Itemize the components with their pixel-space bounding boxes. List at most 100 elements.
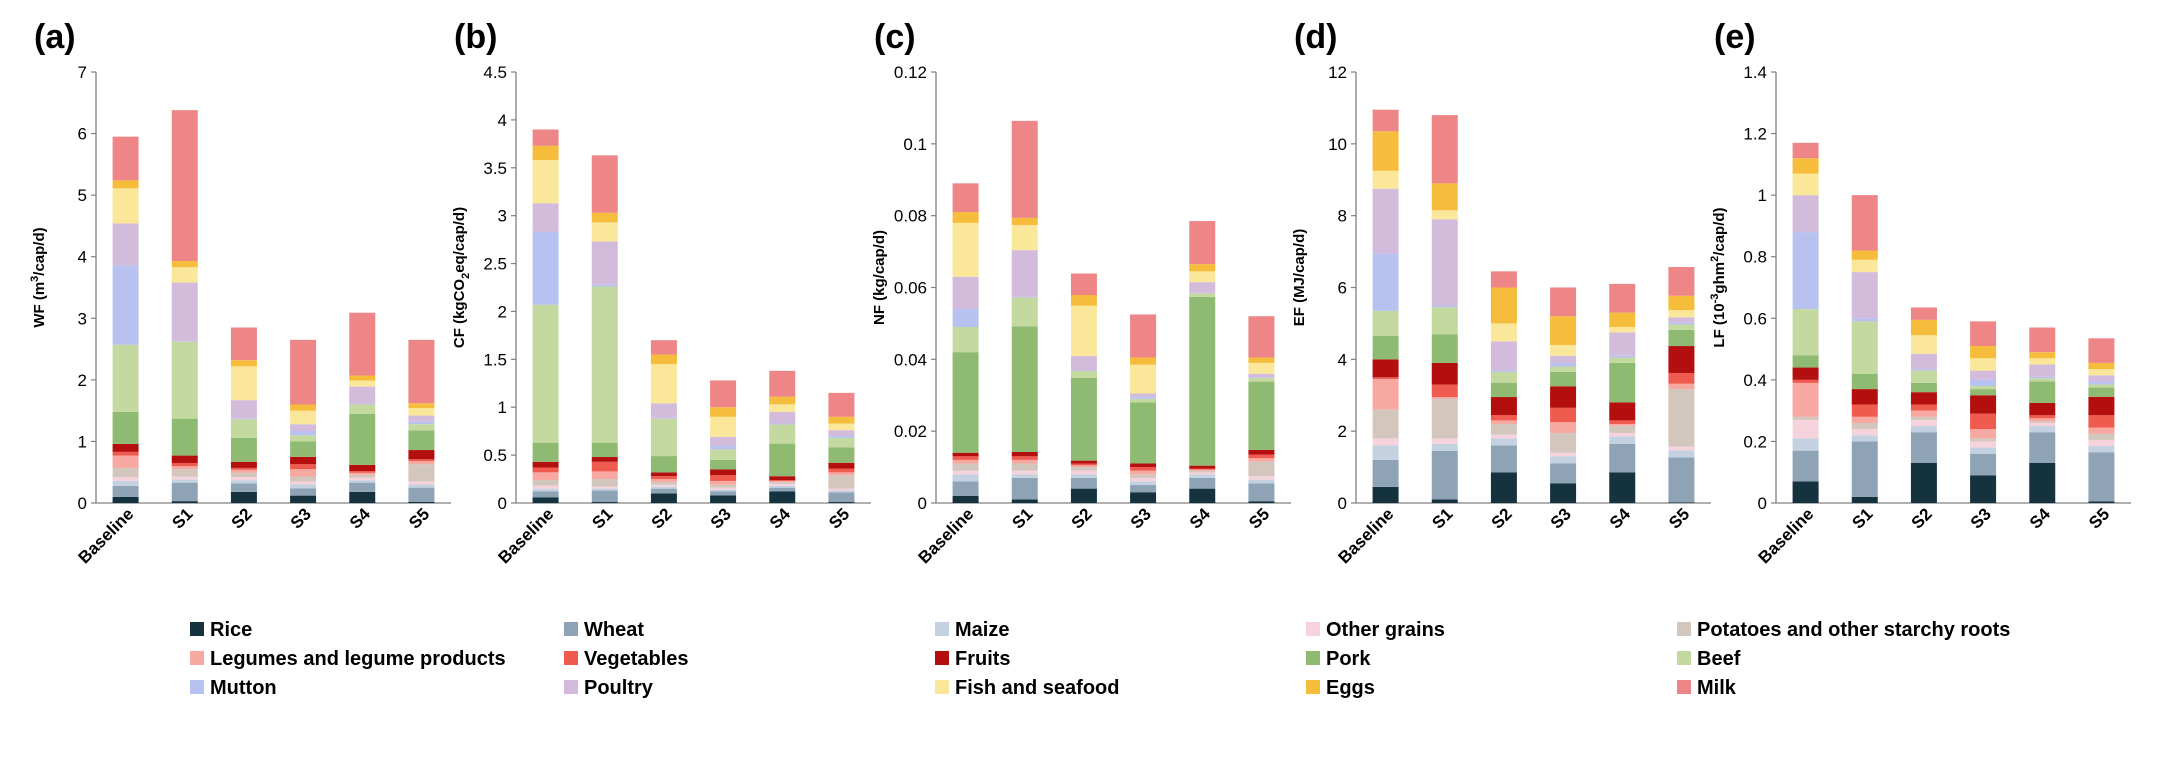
bar-segment-pork xyxy=(1130,402,1157,464)
bar-segment-poultry xyxy=(1070,356,1097,371)
bar-segment-mutton xyxy=(1189,292,1216,294)
bar-segment-rice xyxy=(1970,475,1997,503)
bar-segment-pork xyxy=(1970,389,1997,396)
x-tick-label: S4 xyxy=(1186,504,1215,533)
bar-segment-mutton xyxy=(230,418,257,420)
bar-segment-mutton xyxy=(1970,379,1997,387)
x-tick-label: S3 xyxy=(287,504,315,532)
bar-segment-beef xyxy=(1970,386,1997,390)
bar-segment-wheat xyxy=(828,492,855,503)
panel-letter: (e) xyxy=(1714,18,1756,56)
bar-segment-wheat xyxy=(710,491,737,496)
bar-segment-legumes-and-legume-products xyxy=(532,472,559,481)
bar-segment-legumes-and-legume-products xyxy=(230,469,257,473)
bar-segment-maize xyxy=(769,485,796,488)
bar-segment-potatoes-and-other-starchy-roots xyxy=(1490,423,1517,435)
legend-label: Milk xyxy=(1697,677,1737,699)
bar-segment-mutton xyxy=(650,417,677,419)
bar-segment-rice xyxy=(1189,488,1216,503)
bar-segment-eggs xyxy=(1609,312,1636,328)
y-label-part: 2 xyxy=(1709,256,1721,262)
bar-segment-wheat xyxy=(1431,450,1458,500)
bar-segment-poultry xyxy=(1970,370,1997,380)
bar-segment-beef xyxy=(2029,378,2056,382)
bar-segment-eggs xyxy=(1372,131,1399,171)
bar-segment-beef xyxy=(290,435,317,442)
bar-segment-legumes-and-legume-products xyxy=(1851,416,1878,423)
bar-segment-fish-and-seafood xyxy=(112,188,139,224)
bar-segment-pork xyxy=(1431,334,1458,363)
bar-segment-potatoes-and-other-starchy-roots xyxy=(1609,425,1636,433)
bar-segment-wheat xyxy=(1792,450,1819,482)
bar-segment-vegetables xyxy=(828,468,855,473)
bar-segment-pork xyxy=(1792,355,1819,368)
bar-segment-poultry xyxy=(1248,373,1275,378)
bar-segment-vegetables xyxy=(1189,468,1216,470)
bar-segment-mutton xyxy=(952,309,979,328)
y-tick-label: 3.5 xyxy=(483,159,507,178)
bar-segment-potatoes-and-other-starchy-roots xyxy=(1130,474,1157,478)
legend-swatch xyxy=(190,622,204,636)
bar-segment-maize xyxy=(1851,435,1878,442)
bar-segment-legumes-and-legume-products xyxy=(769,480,796,482)
bar-segment-pork xyxy=(1851,373,1878,390)
bar-segment-wheat xyxy=(1490,445,1517,473)
bar-segment-wheat xyxy=(1248,483,1275,502)
bar-segment-maize xyxy=(1792,438,1819,451)
y-tick-label: 0.8 xyxy=(1743,248,1767,267)
bar-segment-other-grains xyxy=(408,481,435,485)
bar-segment-rice xyxy=(230,491,257,503)
bar-segment-beef xyxy=(828,437,855,448)
y-tick-label: 0.2 xyxy=(1743,432,1767,451)
bar-segment-legumes-and-legume-products xyxy=(1130,470,1157,475)
bar-segment-fruits xyxy=(1910,392,1937,405)
legend-label: Rice xyxy=(210,619,252,641)
bar-segment-fish-and-seafood xyxy=(1792,173,1819,196)
bar-segment-other-grains xyxy=(1851,429,1878,436)
bar-segment-vegetables xyxy=(1372,377,1399,380)
bar-segment-other-grains xyxy=(650,484,677,487)
bar-segment-maize xyxy=(1970,447,1997,454)
bar-segment-beef xyxy=(1792,309,1819,356)
bar-segment-potatoes-and-other-starchy-roots xyxy=(290,476,317,482)
bar-segment-fish-and-seafood xyxy=(290,410,317,425)
bar-segment-legumes-and-legume-products xyxy=(1189,469,1216,471)
y-tick-label: 0.08 xyxy=(894,207,927,226)
bar-segment-rice xyxy=(1372,486,1399,503)
bar-segment-legumes-and-legume-products xyxy=(1910,410,1937,417)
bar-segment-vegetables xyxy=(1609,420,1636,424)
bar-segment-eggs xyxy=(1431,183,1458,211)
panel-letter: (a) xyxy=(34,18,76,56)
bar-segment-eggs xyxy=(1189,264,1216,272)
bar-segment-poultry xyxy=(171,282,198,342)
bar-segment-rice xyxy=(1130,492,1157,503)
panel-1: (b)00.511.522.533.544.5CF (kgCO2eq/cap/d… xyxy=(451,18,871,567)
legend-label: Legumes and legume products xyxy=(210,648,506,670)
y-tick-label: 12 xyxy=(1328,63,1347,82)
panel-letter: (d) xyxy=(1294,18,1337,56)
bar-segment-rice xyxy=(290,495,317,503)
bar-segment-potatoes-and-other-starchy-roots xyxy=(1792,416,1819,420)
bar-segment-fish-and-seafood xyxy=(2088,369,2115,376)
y-tick-label: 1 xyxy=(78,432,87,451)
bar-segment-other-grains xyxy=(769,483,796,486)
bar-segment-fruits xyxy=(1011,451,1038,457)
legend-item-rice: Rice xyxy=(190,619,252,641)
y-tick-label: 1.5 xyxy=(483,350,507,369)
legend-item-fish-and-seafood: Fish and seafood xyxy=(935,677,1119,699)
bar-segment-maize xyxy=(1189,474,1216,478)
x-tick-label: S1 xyxy=(168,504,196,532)
bar-segment-other-grains xyxy=(1189,472,1216,475)
bar-segment-maize xyxy=(591,488,618,491)
bar-segment-other-grains xyxy=(1609,432,1636,437)
bar-segment-poultry xyxy=(532,203,559,232)
bar-segment-milk xyxy=(408,339,435,404)
bar-segment-poultry xyxy=(1609,332,1636,356)
bar-segment-rice xyxy=(1792,481,1819,503)
bar-segment-fruits xyxy=(769,476,796,481)
x-tick-label: S2 xyxy=(228,504,256,532)
bar-segment-poultry xyxy=(1189,282,1216,293)
legend-item-maize: Maize xyxy=(935,619,1009,641)
legend-label: Maize xyxy=(955,619,1009,641)
